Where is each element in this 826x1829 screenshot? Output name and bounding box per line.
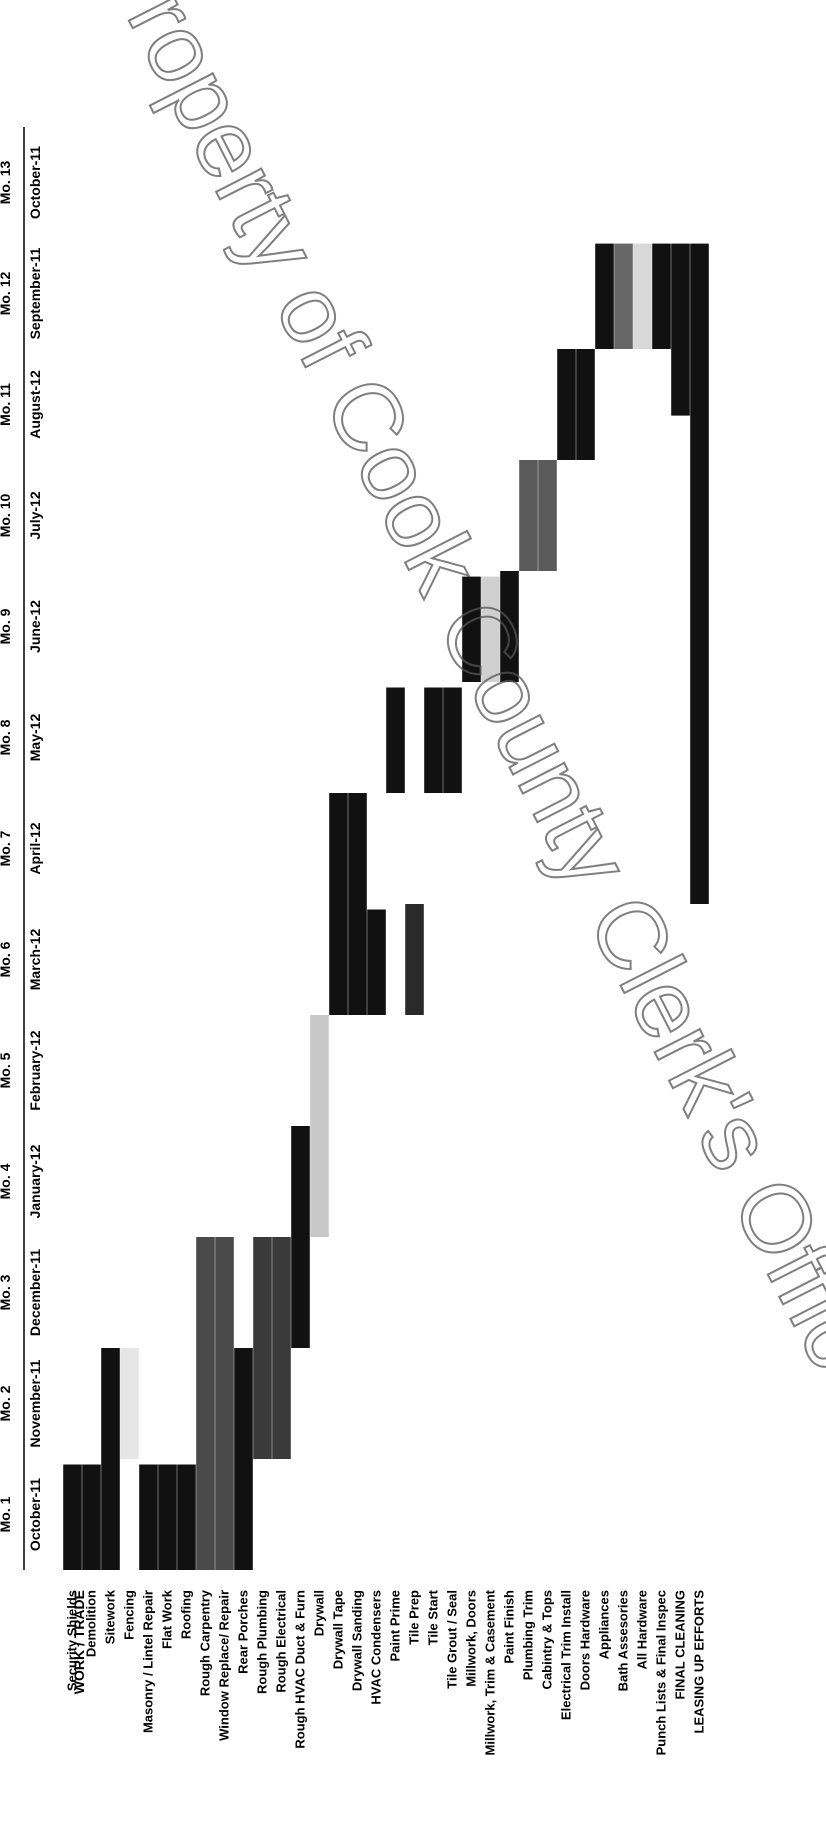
- task-label: Paint Finish: [502, 1590, 517, 1664]
- task-label: Bath Assesories: [616, 1590, 631, 1691]
- task-bar: [481, 576, 500, 682]
- task-bar: [196, 1237, 215, 1570]
- task-bar: [671, 243, 690, 416]
- month-date-label: September-11: [27, 247, 43, 339]
- task-bar: [576, 349, 595, 460]
- task-bar: [272, 1237, 291, 1459]
- task-label: Paint Prime: [388, 1590, 403, 1662]
- task-label: Appliances: [597, 1590, 612, 1659]
- task-label: Millwork, Doors: [464, 1590, 479, 1687]
- month-number-label: Mo. 4: [0, 1163, 13, 1199]
- month-date-label: March-12: [27, 929, 43, 991]
- month-number-label: Mo. 11: [0, 383, 13, 426]
- task-bar: [519, 460, 538, 571]
- task-bar: [595, 243, 614, 349]
- task-bar: [329, 793, 348, 1015]
- task-label: Doors Hardware: [578, 1590, 593, 1690]
- month-date-label: February-12: [27, 1030, 43, 1110]
- task-bar: [139, 1464, 158, 1570]
- task-bar: [120, 1348, 139, 1459]
- task-label: Fencing: [122, 1590, 137, 1640]
- task-bar: [310, 1015, 329, 1237]
- month-number-label: Mo. 8: [0, 719, 13, 755]
- task-label: Rough Plumbing: [255, 1590, 270, 1694]
- task-bars: [63, 243, 709, 1570]
- task-label: Flat Work: [160, 1589, 175, 1649]
- task-bar: [538, 460, 557, 571]
- task-label: Rough Carpentry: [198, 1589, 213, 1696]
- task-label: Tile Grout / Seal: [445, 1590, 460, 1689]
- task-label: Rough Electrical: [274, 1590, 289, 1693]
- task-label: Plumbing Trim: [521, 1590, 536, 1680]
- task-bar: [63, 1464, 82, 1570]
- month-number-label: Mo. 12: [0, 272, 13, 316]
- task-label: FINAL CLEANING: [673, 1590, 688, 1700]
- task-bar: [633, 243, 652, 349]
- task-bar: [234, 1348, 253, 1570]
- month-date-label: May-12: [27, 714, 43, 762]
- task-labels: Security Shields Demolition Sitework Fencin…: [65, 1589, 707, 1755]
- task-bar: [652, 243, 671, 349]
- month-date-label: August-12: [27, 370, 43, 439]
- month-number-label: Mo. 1: [0, 1496, 13, 1532]
- task-label: Demolition: [84, 1590, 99, 1657]
- task-label: Sitework: [103, 1589, 118, 1644]
- month-date-label: June-12: [27, 600, 43, 653]
- task-label: Tile Start: [426, 1589, 441, 1645]
- task-bar: [405, 904, 424, 1015]
- month-number-label: Mo. 7: [0, 830, 13, 866]
- task-bar: [500, 571, 519, 682]
- task-bar: [690, 243, 709, 905]
- task-label: Masonry / Lintel Repair: [141, 1590, 156, 1733]
- task-label: Millwork, Trim & Casement: [483, 1589, 498, 1755]
- task-label: LEASING UP EFFORTS: [692, 1590, 707, 1734]
- month-headers: Mo. 1 October-11 Mo. 2 November-11 Mo. 3 Dece…: [0, 146, 43, 1551]
- task-bar: [215, 1237, 234, 1570]
- task-label: Rear Porches: [236, 1590, 251, 1674]
- month-number-label: Mo. 3: [0, 1274, 13, 1310]
- month-date-label: October-11: [27, 146, 43, 219]
- month-date-label: December-11: [27, 1249, 43, 1336]
- task-bar: [367, 909, 386, 1015]
- month-number-label: Mo. 2: [0, 1385, 13, 1421]
- task-bar: [82, 1464, 101, 1570]
- task-bar: [386, 687, 405, 793]
- month-date-label: November-11: [27, 1359, 43, 1447]
- work-trade-header: WORK / TRADE: [71, 1590, 87, 1694]
- task-bar: [462, 576, 481, 682]
- task-label: All Hardware: [635, 1590, 650, 1669]
- month-date-label: July-12: [27, 491, 43, 539]
- month-number-label: Mo. 9: [0, 608, 13, 644]
- task-bar: [253, 1237, 272, 1459]
- task-bar: [291, 1126, 310, 1348]
- task-bar: [177, 1464, 196, 1570]
- task-bar: [158, 1464, 177, 1570]
- task-bar: [424, 687, 443, 793]
- task-label: Drywall Sanding: [350, 1590, 365, 1691]
- task-label: HVAC Condensers: [369, 1590, 384, 1705]
- task-bar: [101, 1348, 120, 1570]
- task-label: Security Shields: [65, 1590, 80, 1691]
- task-label: Punch Lists & Final Inspec: [654, 1590, 669, 1755]
- task-bar: [348, 793, 367, 1015]
- task-label: Tile Prep: [407, 1590, 422, 1645]
- task-bar: [614, 243, 633, 349]
- task-label: Roofing: [179, 1590, 194, 1639]
- month-number-label: Mo. 13: [0, 161, 13, 205]
- month-number-label: Mo. 5: [0, 1052, 13, 1088]
- task-bar: [443, 687, 462, 793]
- month-date-label: April-12: [27, 822, 43, 874]
- task-label: Window Replace/ Repair: [217, 1590, 232, 1741]
- task-label: Drywall: [312, 1590, 327, 1636]
- task-label: Rough HVAC Duct & Furn: [293, 1590, 308, 1749]
- task-label: Electrical Trim Install: [559, 1590, 574, 1720]
- task-label: Drywall Tape: [331, 1590, 346, 1669]
- task-bar: [557, 349, 576, 460]
- month-date-label: October-11: [27, 1478, 43, 1551]
- month-number-label: Mo. 10: [0, 494, 13, 538]
- month-date-label: January-12: [27, 1144, 43, 1218]
- task-label: Cabintry & Tops: [540, 1590, 555, 1689]
- month-number-label: Mo. 6: [0, 941, 13, 977]
